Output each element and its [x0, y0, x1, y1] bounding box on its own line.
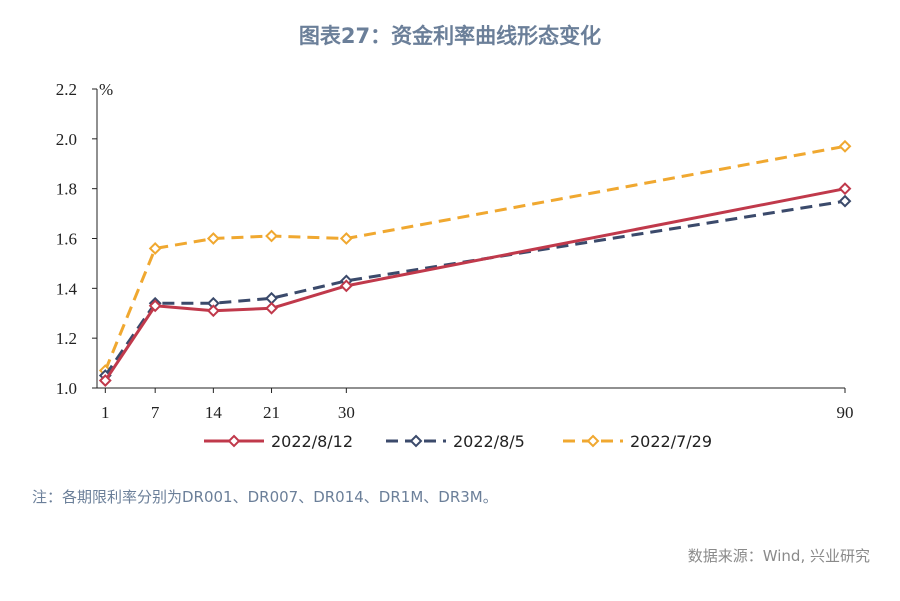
legend-label-1: 2022/8/5	[453, 432, 525, 451]
y-tick-label: 1.8	[56, 180, 77, 199]
data-point-series-2	[206, 232, 220, 245]
legend-marker-2	[586, 434, 600, 448]
y-tick-label: 1.4	[56, 279, 78, 298]
legend-marker-0	[227, 434, 241, 448]
data-point-series-2	[265, 229, 278, 243]
data-source: 数据来源：Wind, 兴业研究	[687, 547, 870, 565]
data-point-series-2	[148, 242, 162, 255]
x-tick-label: 14	[205, 403, 223, 422]
data-point-series-0	[838, 182, 852, 196]
legend-marker-1	[409, 434, 423, 448]
data-point-series-0	[148, 299, 162, 313]
data-point-series-0	[206, 304, 220, 318]
data-point-series-0	[98, 374, 112, 387]
y-tick-label: 1.6	[56, 230, 77, 249]
x-tick-label: 90	[837, 403, 854, 422]
x-tick-label: 21	[263, 403, 280, 422]
data-point-series-0	[265, 301, 278, 315]
footnote: 注：各期限利率分别为DR001、DR007、DR014、DR1M、DR3M。	[32, 488, 498, 506]
y-tick-label: 2.0	[56, 130, 77, 149]
y-tick-label: 1.0	[56, 379, 77, 398]
data-point-series-2	[339, 232, 353, 245]
legend-label-2: 2022/7/29	[630, 432, 712, 451]
x-tick-label: 1	[101, 403, 110, 422]
data-point-series-0	[339, 279, 353, 293]
legend-label-0: 2022/8/12	[271, 432, 353, 451]
series-line-1	[104, 199, 846, 377]
data-point-series-1	[265, 291, 278, 305]
y-tick-label: 1.2	[56, 329, 77, 348]
series-line-0	[104, 187, 846, 382]
x-tick-label: 7	[151, 403, 160, 422]
x-tick-label: 30	[338, 403, 355, 422]
series-line-2	[103, 144, 846, 372]
data-point-series-2	[838, 139, 852, 153]
data-point-series-1	[838, 194, 852, 208]
y-axis-unit: %	[99, 80, 113, 99]
y-tick-label: 2.2	[56, 80, 77, 99]
chart-title: 图表27：资金利率曲线形态变化	[298, 24, 602, 48]
